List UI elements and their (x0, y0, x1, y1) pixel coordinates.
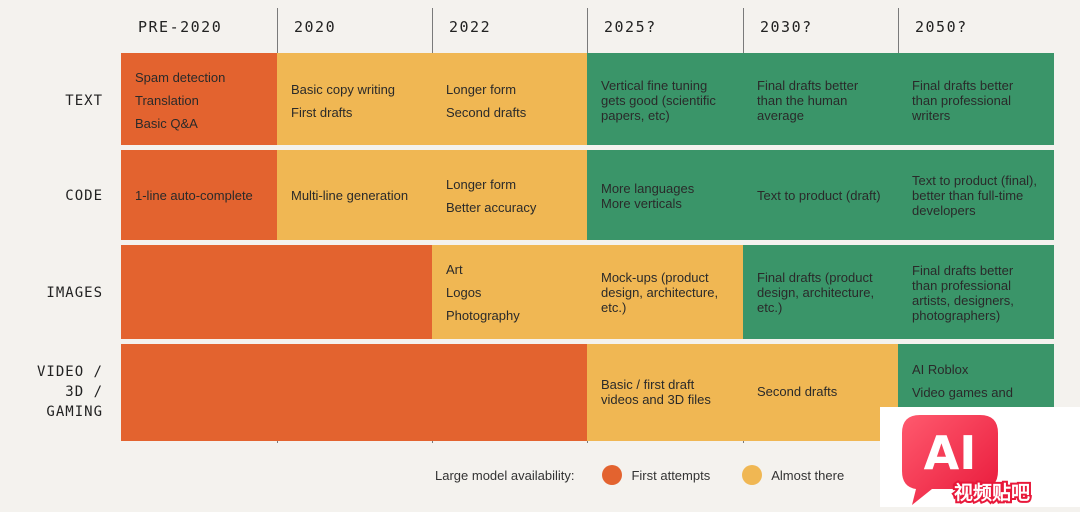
column-header-2025: 2025? (604, 18, 657, 36)
row-separator (121, 240, 1054, 245)
cell-video-3d-gaming-2020 (277, 342, 432, 441)
cell-images-2030: Final drafts (product design, architectur… (743, 243, 898, 342)
row-label-line: IMAGES (46, 284, 103, 301)
cell-code-2030: Text to product (draft) (743, 148, 898, 243)
svg-text:AI: AI (924, 426, 977, 480)
cell-text-line: Translation (135, 93, 199, 108)
svg-text:视频贴吧: 视频贴吧 (954, 481, 1030, 504)
cell-text-line: Spam detection (135, 70, 226, 85)
cell-text-line: Basic copy writing (291, 81, 396, 97)
row-separator (121, 339, 1054, 344)
row-separator (121, 145, 1054, 150)
cell-text-line: etc.) (601, 300, 627, 315)
cell-text-line: 1-line auto-complete (135, 188, 253, 203)
cell-text-line: More verticals (601, 195, 682, 211)
cell-text-line: Photography (446, 308, 520, 323)
cell-video-3d-gaming-2022 (432, 342, 587, 441)
legend-swatch-first (602, 465, 623, 485)
column-header-pre-2020: PRE-2020 (138, 18, 223, 36)
cell-text-line: Logos (446, 285, 482, 300)
cell-text-line: design, architecture, (601, 285, 719, 300)
cell-text-2020: Basic copy writing First drafts (277, 53, 432, 148)
cell-text-2030: Final drafts better than the human average (743, 53, 898, 148)
cell-text-line: than professional (912, 277, 1012, 293)
cell-text-line: than professional (912, 93, 1012, 108)
cell-text-line: Longer form (446, 176, 517, 192)
cell-text-line: writers (912, 108, 951, 123)
cell-text-line: papers, etc) (601, 108, 670, 123)
cell-text-line: Better accuracy (446, 199, 537, 215)
cell-text-line: artists, designers, (912, 292, 1014, 308)
cell-text-line: Multi-line generation (291, 188, 409, 203)
cell-text-line: AI Roblox (912, 362, 969, 377)
column-header-2020: 2020 (294, 18, 337, 36)
cell-code-2022: Longer form Better accuracy (432, 148, 587, 243)
row-label-line: GAMING (46, 403, 103, 420)
cell-text-line: design, architecture, (757, 285, 875, 300)
cell-code-pre-2020: 1-line auto-complete (121, 148, 277, 243)
cell-text-line: than the human (757, 93, 848, 108)
cell-text-line: Final drafts better (757, 78, 859, 93)
legend: Large model availability: First attempts… (435, 464, 844, 486)
cell-text-line: Final drafts (product (757, 270, 873, 285)
cell-text-line: Longer form (446, 81, 517, 97)
cell-images-2050: Final drafts better than professional arti… (898, 243, 1054, 342)
cell-text-line: Second drafts (446, 104, 527, 120)
cell-text-line: Second drafts (757, 384, 838, 399)
row-label-line: 3D / (65, 383, 103, 400)
cell-video-3d-gaming-2030: Second drafts (743, 342, 898, 441)
cell-code-2020: Multi-line generation (277, 148, 432, 243)
column-header-2030: 2030? (760, 18, 813, 36)
cell-text-line: Mock-ups (product (601, 270, 709, 285)
cell-text-line: Basic Q&A (135, 116, 198, 131)
cell-text-line: Video games and (912, 385, 1013, 400)
cell-text-line: Art (446, 262, 463, 277)
cell-text-line: etc.) (757, 300, 783, 315)
cell-text-line: videos and 3D files (601, 391, 711, 407)
column-header-2050: 2050? (915, 18, 968, 36)
cell-text-line: Vertical fine tuning (601, 78, 708, 93)
cell-text-pre-2020: Spam detection Translation Basic Q&A (121, 53, 277, 148)
cell-text-line: gets good (scientific (601, 93, 716, 108)
legend-label-first: First attempts (631, 467, 711, 483)
cell-text-line: better than full-time (912, 188, 1024, 203)
cell-code-2050: Text to product (final), better than full… (898, 148, 1054, 243)
cell-text-line: Basic / first draft (601, 376, 695, 392)
cell-text-2022: Longer form Second drafts (432, 53, 587, 148)
legend-swatch-almost (742, 465, 763, 485)
row-label-images: IMAGES (0, 283, 103, 303)
watermark-logo: AI 视频贴吧 (880, 407, 1080, 507)
cell-video-3d-gaming-2025: Basic / first draft videos and 3D files (587, 342, 743, 441)
cell-text-line: Text to product (final), (912, 173, 1037, 188)
cell-text-line: average (757, 108, 804, 123)
legend-label-almost: Almost there (771, 467, 845, 483)
cell-text-line: Text to product (draft) (757, 188, 881, 203)
row-label-line: VIDEO / (36, 363, 103, 380)
row-label-video-3d-gaming: VIDEO / 3D / GAMING (0, 362, 103, 422)
cell-text-line: photographers) (912, 307, 1001, 323)
cell-images-2022: Art Logos Photography (432, 243, 587, 342)
cell-code-2025: More languages More verticals (587, 148, 743, 243)
cell-text-line: Final drafts better (912, 78, 1014, 93)
row-label-line: TEXT (65, 92, 103, 109)
cell-images-pre-2020 (121, 243, 277, 342)
row-label-text: TEXT (0, 91, 103, 111)
cell-video-3d-gaming-pre-2020 (121, 342, 277, 441)
legend-title: Large model availability: (435, 467, 575, 483)
cell-text-2025: Vertical fine tuning gets good (scientifi… (587, 53, 743, 148)
column-header-2022: 2022 (449, 18, 492, 36)
cell-text-line: More languages (601, 180, 695, 196)
cell-text-2050: Final drafts better than professional writ… (898, 53, 1054, 148)
cell-images-2020 (277, 243, 432, 342)
cell-text-line: First drafts (291, 104, 353, 120)
cell-text-line: developers (912, 203, 976, 218)
row-label-line: CODE (65, 187, 103, 204)
cell-images-2025: Mock-ups (product design, architecture, et… (587, 243, 743, 342)
cell-text-line: Final drafts better (912, 262, 1014, 278)
watermark-logo-image: AI 视频贴吧 (902, 415, 1032, 506)
row-label-code: CODE (0, 186, 103, 206)
